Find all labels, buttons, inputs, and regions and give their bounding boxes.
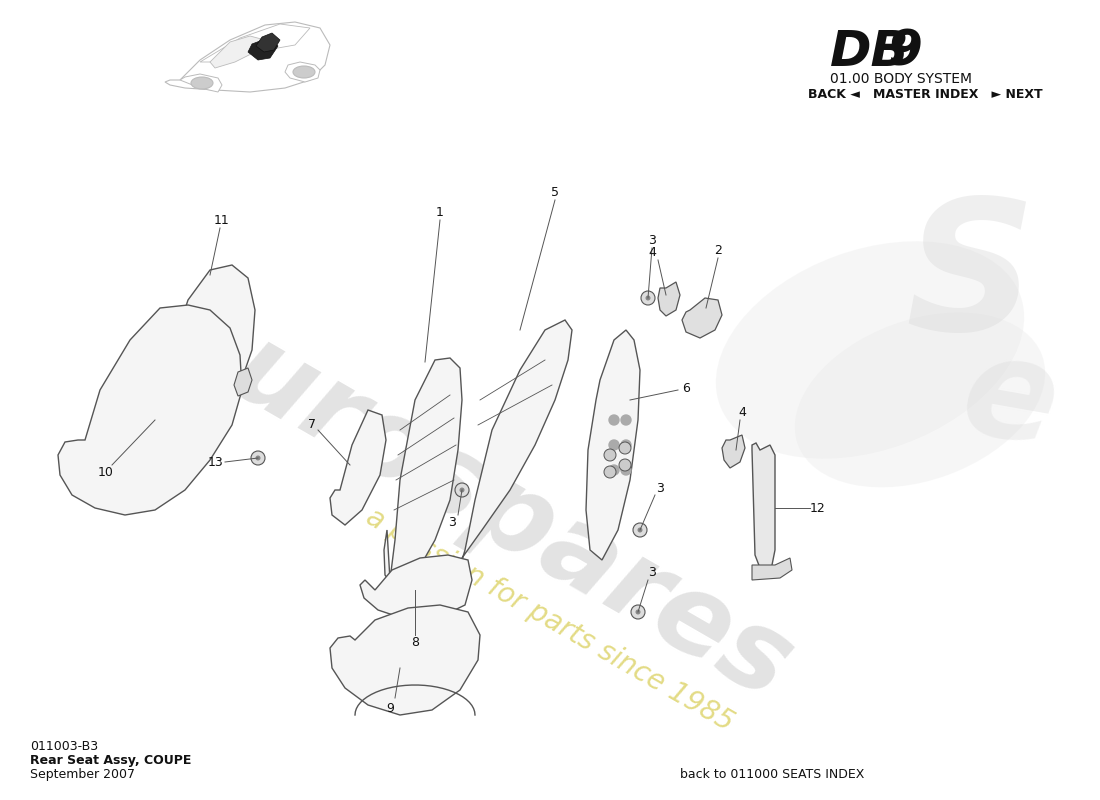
Text: e: e bbox=[952, 326, 1068, 474]
Polygon shape bbox=[384, 358, 462, 582]
Circle shape bbox=[621, 440, 631, 450]
Circle shape bbox=[621, 415, 631, 425]
Polygon shape bbox=[165, 22, 330, 92]
Circle shape bbox=[631, 605, 645, 619]
Text: 13: 13 bbox=[208, 455, 224, 469]
Polygon shape bbox=[285, 62, 320, 82]
Circle shape bbox=[609, 415, 619, 425]
Circle shape bbox=[251, 451, 265, 465]
Text: 4: 4 bbox=[738, 406, 746, 418]
Text: 10: 10 bbox=[98, 466, 114, 478]
Text: BACK ◄   MASTER INDEX   ► NEXT: BACK ◄ MASTER INDEX ► NEXT bbox=[808, 88, 1043, 101]
Text: eurospares: eurospares bbox=[150, 278, 811, 722]
Text: a passion for parts since 1985: a passion for parts since 1985 bbox=[361, 503, 739, 737]
Circle shape bbox=[621, 465, 631, 475]
Text: 7: 7 bbox=[308, 418, 316, 430]
Circle shape bbox=[641, 291, 654, 305]
Text: 2: 2 bbox=[714, 243, 722, 257]
Text: 011003-B3: 011003-B3 bbox=[30, 740, 98, 753]
Text: 3: 3 bbox=[648, 234, 656, 246]
Circle shape bbox=[604, 466, 616, 478]
Polygon shape bbox=[586, 330, 640, 560]
Circle shape bbox=[460, 487, 464, 493]
Polygon shape bbox=[200, 24, 310, 62]
Circle shape bbox=[609, 465, 619, 475]
Circle shape bbox=[455, 483, 469, 497]
Polygon shape bbox=[330, 410, 386, 525]
Polygon shape bbox=[210, 36, 265, 68]
Ellipse shape bbox=[716, 242, 1024, 458]
Circle shape bbox=[646, 295, 650, 301]
Text: 01.00 BODY SYSTEM: 01.00 BODY SYSTEM bbox=[830, 72, 972, 86]
Text: 11: 11 bbox=[214, 214, 230, 226]
Polygon shape bbox=[234, 368, 252, 396]
Text: 3: 3 bbox=[448, 515, 455, 529]
Polygon shape bbox=[360, 555, 472, 620]
Ellipse shape bbox=[293, 66, 315, 78]
Text: 3: 3 bbox=[648, 566, 656, 578]
Text: 9: 9 bbox=[888, 28, 923, 76]
Ellipse shape bbox=[191, 77, 213, 89]
Text: back to 011000 SEATS INDEX: back to 011000 SEATS INDEX bbox=[680, 768, 865, 781]
Polygon shape bbox=[752, 443, 776, 572]
Text: 6: 6 bbox=[682, 382, 690, 394]
Polygon shape bbox=[58, 305, 242, 515]
Text: Rear Seat Assy, COUPE: Rear Seat Assy, COUPE bbox=[30, 754, 191, 767]
Polygon shape bbox=[722, 435, 745, 468]
Text: 9: 9 bbox=[386, 702, 394, 714]
Polygon shape bbox=[682, 298, 722, 338]
Circle shape bbox=[255, 455, 261, 461]
Polygon shape bbox=[248, 38, 278, 60]
Circle shape bbox=[609, 440, 619, 450]
Text: 12: 12 bbox=[810, 502, 826, 514]
Circle shape bbox=[619, 442, 631, 454]
Circle shape bbox=[619, 459, 631, 471]
Circle shape bbox=[638, 527, 642, 533]
Text: 3: 3 bbox=[656, 482, 664, 494]
Text: DB: DB bbox=[830, 28, 910, 76]
Circle shape bbox=[604, 449, 616, 461]
Circle shape bbox=[636, 610, 640, 614]
Text: September 2007: September 2007 bbox=[30, 768, 135, 781]
Text: 8: 8 bbox=[411, 637, 419, 650]
Text: 5: 5 bbox=[551, 186, 559, 198]
Polygon shape bbox=[256, 33, 280, 52]
Polygon shape bbox=[658, 282, 680, 316]
Polygon shape bbox=[180, 74, 222, 92]
Polygon shape bbox=[458, 320, 572, 570]
Circle shape bbox=[632, 523, 647, 537]
Text: 1: 1 bbox=[436, 206, 444, 218]
Polygon shape bbox=[330, 605, 480, 715]
Polygon shape bbox=[752, 558, 792, 580]
Text: S: S bbox=[905, 192, 1035, 368]
Ellipse shape bbox=[795, 313, 1045, 487]
Polygon shape bbox=[165, 265, 255, 430]
Text: 4: 4 bbox=[648, 246, 656, 258]
